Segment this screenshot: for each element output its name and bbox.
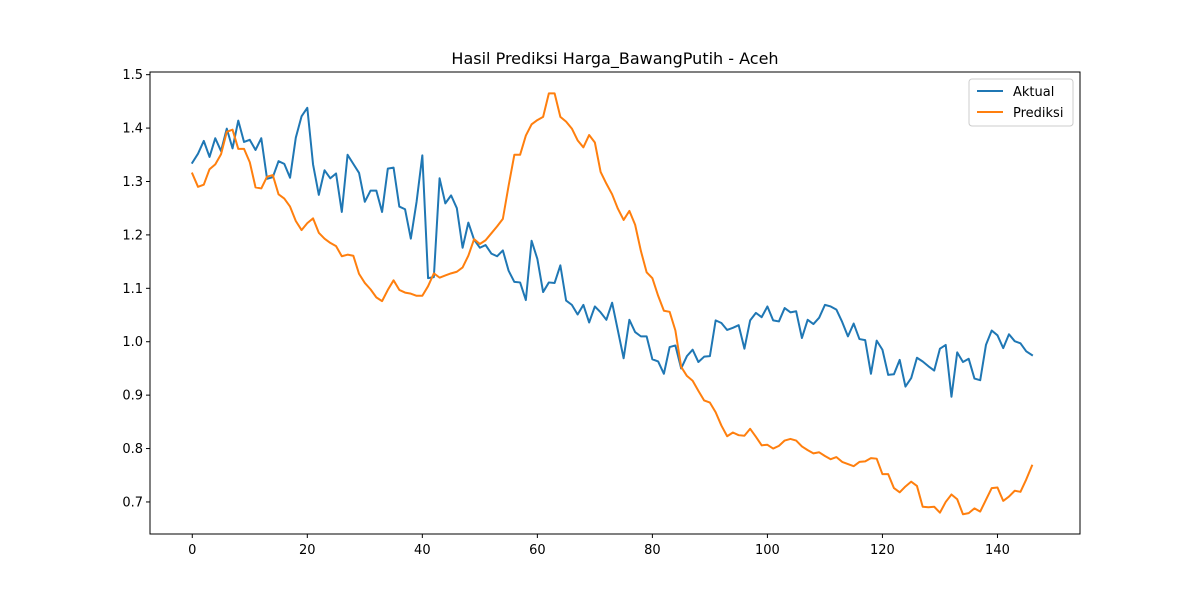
y-axis-ticks: 0.7 0.8 0.9 1.0 1.1 1.2 1.3 1.4 1.5 [122, 68, 150, 510]
series-line-prediksi [190, 92, 1034, 516]
y-tick-label: 1.0 [122, 335, 143, 350]
series-lines [190, 92, 1034, 516]
chart-title: Hasil Prediksi Harga_BawangPutih - Aceh [451, 49, 778, 69]
x-tick-label: 100 [755, 543, 780, 558]
legend-label-aktual: Aktual [1013, 85, 1054, 100]
y-tick-label: 1.3 [122, 175, 143, 190]
x-tick-label: 120 [870, 543, 895, 558]
y-tick-label: 1.5 [122, 68, 143, 83]
y-tick-label: 1.1 [122, 282, 143, 297]
y-tick-label: 0.9 [122, 389, 143, 404]
x-tick-label: 20 [299, 543, 316, 558]
series-line-aktual [190, 106, 1034, 398]
x-tick-label: 80 [644, 543, 661, 558]
y-tick-label: 0.8 [122, 442, 143, 457]
x-tick-label: 40 [414, 543, 431, 558]
x-axis-ticks: 0 20 40 60 80 100 120 140 [188, 534, 1010, 558]
y-tick-label: 1.2 [122, 228, 143, 243]
x-tick-label: 60 [529, 543, 546, 558]
x-tick-label: 0 [188, 543, 196, 558]
x-tick-label: 140 [985, 543, 1010, 558]
legend-label-prediksi: Prediksi [1013, 106, 1063, 121]
y-tick-label: 0.7 [122, 495, 143, 510]
y-tick-label: 1.4 [122, 122, 143, 137]
legend: Aktual Prediksi [968, 78, 1074, 127]
plot-frame [149, 71, 1081, 535]
